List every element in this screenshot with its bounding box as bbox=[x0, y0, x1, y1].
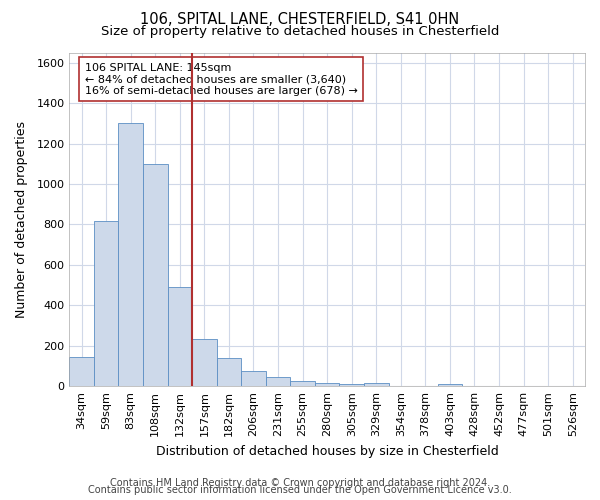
Bar bbox=[118, 124, 143, 386]
Text: 106, SPITAL LANE, CHESTERFIELD, S41 0HN: 106, SPITAL LANE, CHESTERFIELD, S41 0HN bbox=[140, 12, 460, 28]
Bar bbox=[167, 287, 192, 386]
Bar bbox=[241, 371, 266, 386]
Bar bbox=[437, 384, 462, 386]
Text: Size of property relative to detached houses in Chesterfield: Size of property relative to detached ho… bbox=[101, 25, 499, 38]
Bar bbox=[70, 357, 94, 386]
Bar bbox=[340, 384, 364, 386]
Bar bbox=[290, 381, 315, 386]
Y-axis label: Number of detached properties: Number of detached properties bbox=[15, 121, 28, 318]
Bar bbox=[143, 164, 167, 386]
Bar bbox=[217, 358, 241, 386]
Text: Contains public sector information licensed under the Open Government Licence v3: Contains public sector information licen… bbox=[88, 485, 512, 495]
Text: Contains HM Land Registry data © Crown copyright and database right 2024.: Contains HM Land Registry data © Crown c… bbox=[110, 478, 490, 488]
X-axis label: Distribution of detached houses by size in Chesterfield: Distribution of detached houses by size … bbox=[156, 444, 499, 458]
Bar bbox=[94, 222, 118, 386]
Bar bbox=[266, 377, 290, 386]
Bar bbox=[364, 383, 389, 386]
Bar bbox=[315, 383, 340, 386]
Text: 106 SPITAL LANE: 145sqm
← 84% of detached houses are smaller (3,640)
16% of semi: 106 SPITAL LANE: 145sqm ← 84% of detache… bbox=[85, 62, 358, 96]
Bar bbox=[192, 338, 217, 386]
